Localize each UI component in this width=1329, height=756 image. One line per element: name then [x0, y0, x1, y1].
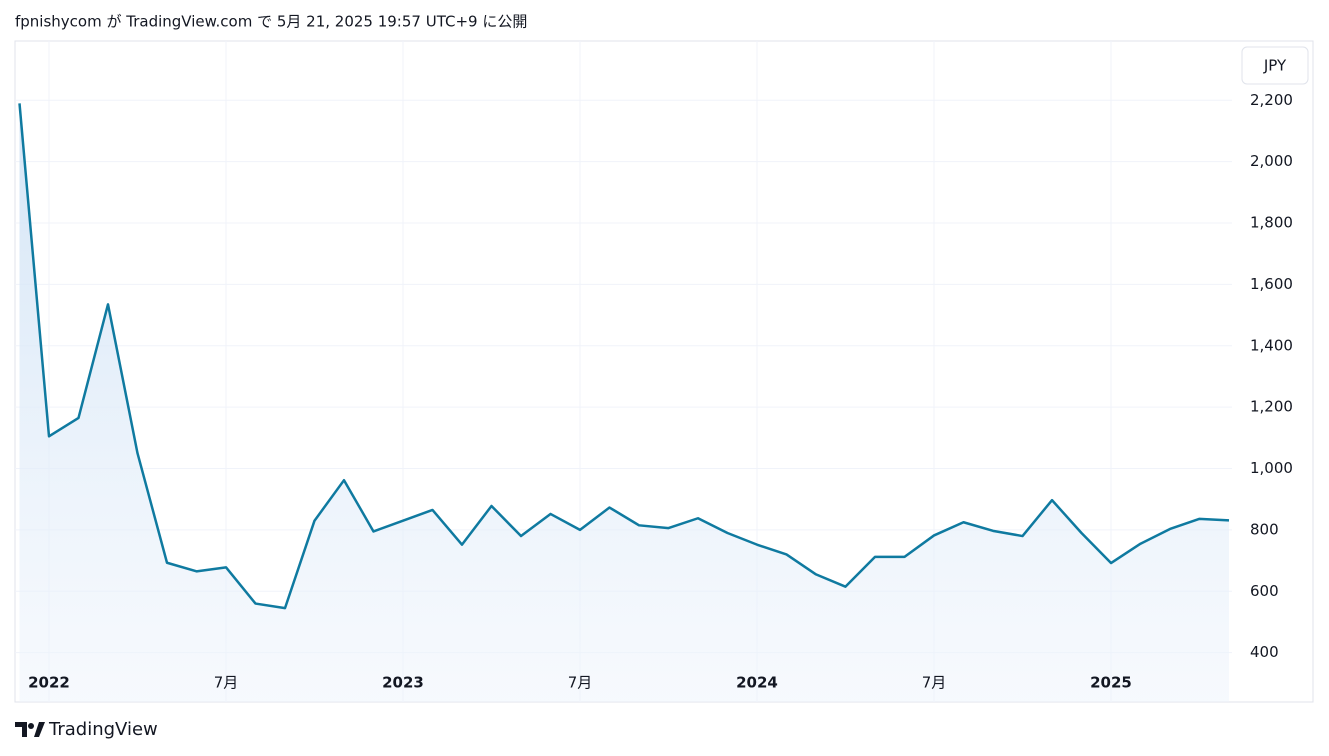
x-tick-label: 2022 — [28, 674, 70, 692]
currency-box — [1241, 46, 1309, 85]
x-tick-label: 7月 — [214, 674, 239, 692]
x-tick-label: 2024 — [736, 674, 778, 692]
plot-area — [18, 103, 1230, 702]
y-tick-label: 400 — [1250, 643, 1279, 661]
x-tick-label: 7月 — [922, 674, 947, 692]
y-tick-label: 2,000 — [1250, 152, 1293, 170]
y-tick-label: 1,600 — [1250, 275, 1293, 293]
y-tick-label: 600 — [1250, 582, 1279, 600]
y-tick-label: 2,200 — [1250, 91, 1293, 109]
y-tick-label: 800 — [1250, 520, 1279, 538]
caption: fpnishycom が TradingView.com で 5月 21, 20… — [15, 13, 527, 31]
line — [18, 103, 1230, 610]
area — [19, 103, 1229, 702]
brand: TradingView — [48, 719, 158, 740]
y-tick-label: 1,400 — [1250, 336, 1293, 354]
x-tick-label: 7月 — [568, 674, 593, 692]
x-tick-label: 2023 — [382, 674, 424, 692]
logo — [15, 722, 45, 737]
grid — [15, 41, 1232, 702]
x-tick-label: 2025 — [1090, 674, 1132, 692]
currency-label: JPY — [1263, 57, 1287, 75]
y-tick-label: 1,200 — [1250, 398, 1293, 416]
y-tick-label: 1,800 — [1250, 214, 1293, 232]
y-tick-label: 1,000 — [1250, 459, 1293, 477]
